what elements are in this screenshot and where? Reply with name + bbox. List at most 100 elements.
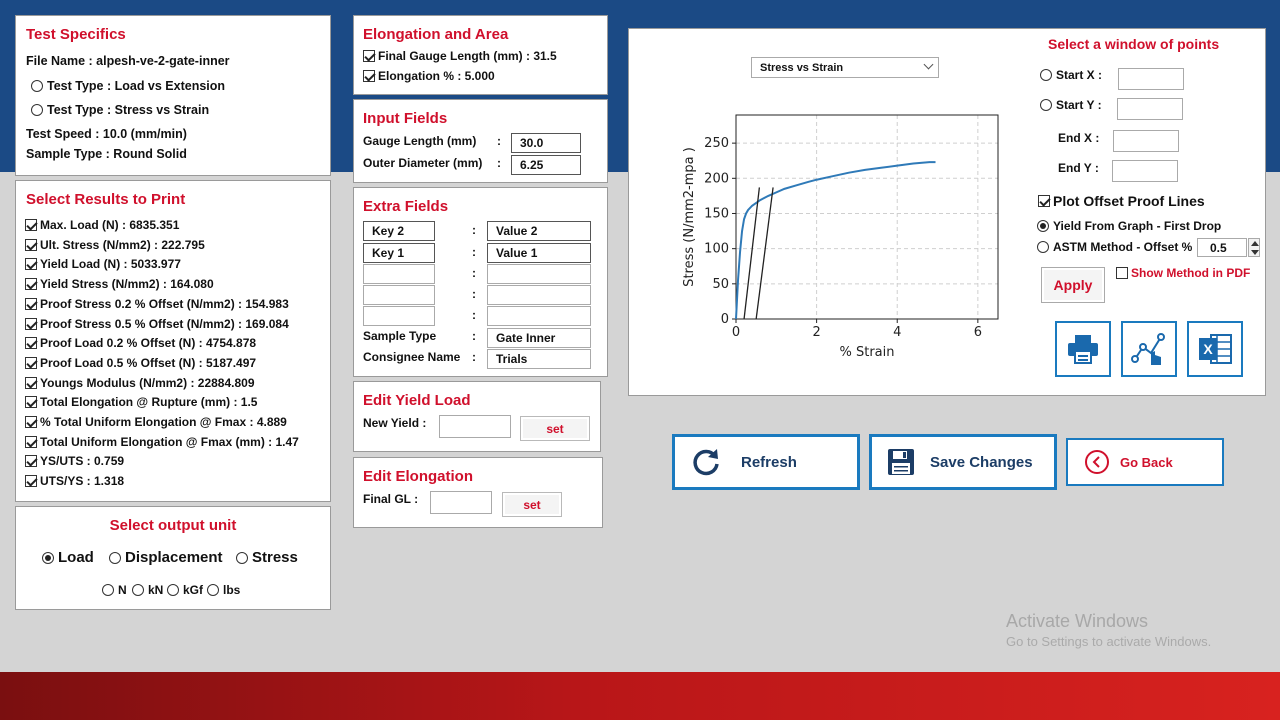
checkbox-icon [1116,267,1128,279]
key-5-input[interactable] [363,306,435,326]
results-panel: Select Results to Print Max. Load (N) : … [15,180,331,502]
excel-export-button[interactable]: X [1187,321,1243,377]
set-elongation-button[interactable]: set [502,492,562,517]
final-gl-label: Final GL : [363,492,419,506]
edit-yield-panel: Edit Yield Load New Yield : set [353,381,601,452]
extra-fields-title: Extra Fields [363,198,449,215]
radio-icon [132,584,144,596]
value-4-input[interactable] [487,285,591,305]
input-fields-panel: Input Fields Gauge Length (mm) : 30.0 Ou… [353,99,608,183]
value-1-input[interactable]: Value 1 [487,243,591,263]
colon: : [497,134,501,148]
test-specifics-panel: Test Specifics File Name : alpesh-ve-2-g… [15,15,331,176]
offset-spinner[interactable] [1248,238,1260,257]
start-y-input[interactable] [1117,98,1183,120]
value-2-input[interactable]: Value 2 [487,221,591,241]
value-5-input[interactable] [487,306,591,326]
save-icon [888,449,914,475]
edit-elongation-title: Edit Elongation [363,468,473,485]
radio-icon [1037,241,1049,253]
key-1-input[interactable]: Key 1 [363,243,435,263]
final-gl-input[interactable] [430,491,492,514]
unit-lbs-radio[interactable]: lbs [207,583,240,597]
result-checkbox[interactable]: Proof Stress 0.5 % Offset (N/mm2) : 169.… [25,317,289,331]
sample-type-input[interactable]: Gate Inner [487,328,591,348]
apply-button[interactable]: Apply [1041,267,1105,303]
gauge-length-input[interactable]: 30.0 [511,133,581,153]
unit-kn-radio[interactable]: kN [132,583,163,597]
graph-touch-icon [1131,333,1165,365]
stress-strain-chart: 0 2 4 6 0 50 100 150 200 250 % Strain Stress (N/mm2… [682,114,999,360]
checkbox-icon [363,70,375,82]
radio-icon [207,584,219,596]
plot-offset-checkbox[interactable]: Plot Offset Proof Lines [1038,193,1205,209]
print-button[interactable] [1055,321,1111,377]
test-type-load-radio[interactable]: Test Type : Load vs Extension [31,79,225,93]
colon: : [472,308,476,322]
save-changes-button[interactable]: Save Changes [869,434,1057,490]
window-points-title: Select a window of points [1048,36,1220,52]
x-tick-label: 6 [974,325,982,340]
unit-load-radio[interactable]: Load [42,549,94,566]
extra-fields-panel: Extra Fields Key 2 : Value 2 Key 1 : Val… [353,187,608,377]
chevron-down-icon [1251,250,1259,255]
start-x-input[interactable] [1118,68,1184,90]
value-3-input[interactable] [487,264,591,284]
start-x-radio[interactable]: Start X : [1040,68,1102,82]
graph-points-button[interactable] [1121,321,1177,377]
radio-icon [109,551,121,564]
checkbox-icon [25,337,37,350]
result-checkbox[interactable]: Proof Load 0.5 % Offset (N) : 5187.497 [25,356,256,370]
offset-value-input[interactable]: 0.5 [1197,238,1247,257]
result-checkbox[interactable]: Max. Load (N) : 6835.351 [25,218,179,232]
set-yield-button[interactable]: set [520,416,590,441]
test-type-stress-radio[interactable]: Test Type : Stress vs Strain [31,103,209,117]
astm-method-radio[interactable]: ASTM Method - Offset % [1037,240,1192,254]
key-2-input[interactable]: Key 2 [363,221,435,241]
result-checkbox[interactable]: Total Elongation @ Rupture (mm) : 1.5 [25,395,257,409]
end-x-label: End X : [1058,131,1100,145]
x-tick-label: 2 [812,325,820,340]
outer-diameter-input[interactable]: 6.25 [511,155,581,175]
end-y-input[interactable] [1112,160,1178,182]
output-unit-title: Select output unit [109,517,237,534]
checkbox-icon [25,455,37,468]
x-axis-label: % Strain [840,345,895,360]
gauge-length-label: Gauge Length (mm) [363,134,477,148]
result-checkbox[interactable]: Yield Stress (N/mm2) : 164.080 [25,277,214,291]
y-tick-label: 0 [721,312,729,327]
consignee-name-input[interactable]: Trials [487,349,591,369]
result-checkbox[interactable]: Total Uniform Elongation @ Fmax (mm) : 1… [25,435,299,449]
unit-stress-radio[interactable]: Stress [236,549,298,566]
end-x-input[interactable] [1113,130,1179,152]
refresh-button[interactable]: Refresh [672,434,860,490]
colon: : [472,245,476,259]
new-yield-label: New Yield : [363,416,427,430]
result-checkbox[interactable]: Proof Load 0.2 % Offset (N) : 4754.878 [25,336,256,350]
result-checkbox[interactable]: Ult. Stress (N/mm2) : 222.795 [25,238,205,252]
graph-panel: Stress vs Strain 0 2 4 6 0 50 100 150 200 250 % St… [628,28,1266,396]
elongation-checkbox[interactable]: Elongation % : 5.000 [363,69,495,83]
result-checkbox[interactable]: YS/UTS : 0.759 [25,454,124,468]
start-y-radio[interactable]: Start Y : [1040,98,1102,112]
key-3-input[interactable] [363,264,435,284]
show-method-checkbox[interactable]: Show Method in PDF [1116,266,1250,280]
result-checkbox[interactable]: % Total Uniform Elongation @ Fmax : 4.88… [25,415,287,429]
unit-n-radio[interactable]: N [102,583,127,597]
radio-icon [1037,220,1049,232]
new-yield-input[interactable] [439,415,511,438]
key-4-input[interactable] [363,285,435,305]
result-checkbox[interactable]: Proof Stress 0.2 % Offset (N/mm2) : 154.… [25,297,289,311]
result-checkbox[interactable]: Yield Load (N) : 5033.977 [25,257,181,271]
result-checkbox[interactable]: UTS/YS : 1.318 [25,474,124,488]
checkbox-icon [1038,195,1050,207]
unit-displacement-radio[interactable]: Displacement [109,549,223,566]
back-arrow-icon [1085,450,1109,474]
final-gauge-checkbox[interactable]: Final Gauge Length (mm) : 31.5 [363,49,557,63]
input-fields-title: Input Fields [363,110,448,127]
result-checkbox[interactable]: Youngs Modulus (N/mm2) : 22884.809 [25,376,255,390]
graph-type-dropdown[interactable]: Stress vs Strain [751,57,939,78]
unit-kgf-radio[interactable]: kGf [167,583,203,597]
go-back-button[interactable]: Go Back [1066,438,1224,486]
yield-first-drop-radio[interactable]: Yield From Graph - First Drop [1037,219,1221,233]
